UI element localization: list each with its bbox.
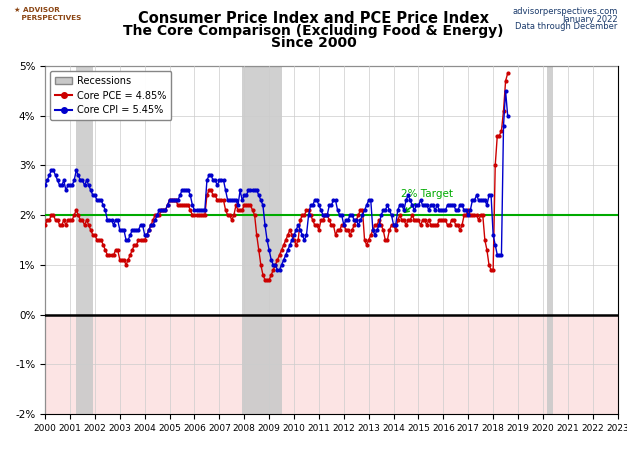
Text: 2% Target: 2% Target (401, 189, 453, 212)
Bar (76, 66, 93, 414)
Bar (242, 66, 282, 414)
Text: ★ ADVISOR
   PERSPECTIVES: ★ ADVISOR PERSPECTIVES (14, 7, 81, 21)
Text: Data through December: Data through December (515, 22, 618, 31)
Text: advisorperspectives.com: advisorperspectives.com (512, 7, 618, 16)
Text: The Core Comparison (Excluding Food & Energy): The Core Comparison (Excluding Food & En… (124, 24, 503, 38)
Legend: Recessions, Core PCE = 4.85%, Core CPI = 5.45%: Recessions, Core PCE = 4.85%, Core CPI =… (50, 71, 171, 120)
Text: Since 2000: Since 2000 (271, 36, 356, 51)
Text: January 2022: January 2022 (562, 15, 618, 24)
Text: Consumer Price Index and PCE Price Index: Consumer Price Index and PCE Price Index (138, 11, 489, 26)
Bar (45, 314, 618, 414)
Bar (547, 66, 554, 414)
